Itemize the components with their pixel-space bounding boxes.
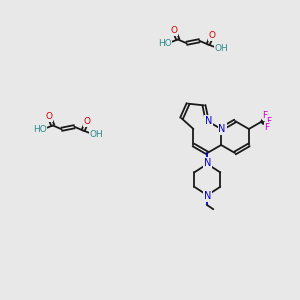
Text: F: F xyxy=(262,111,268,120)
Text: N: N xyxy=(204,191,211,201)
Text: O: O xyxy=(83,117,90,126)
Text: O: O xyxy=(208,31,215,40)
Text: N: N xyxy=(204,158,211,168)
Text: O: O xyxy=(46,112,52,121)
Text: F: F xyxy=(265,123,270,132)
Text: F: F xyxy=(266,118,272,127)
Text: HO: HO xyxy=(33,125,47,134)
Text: N: N xyxy=(205,116,212,126)
Text: N: N xyxy=(218,124,226,134)
Text: HO: HO xyxy=(158,39,172,48)
Text: OH: OH xyxy=(214,44,228,53)
Text: O: O xyxy=(171,26,178,35)
Text: OH: OH xyxy=(89,130,103,139)
